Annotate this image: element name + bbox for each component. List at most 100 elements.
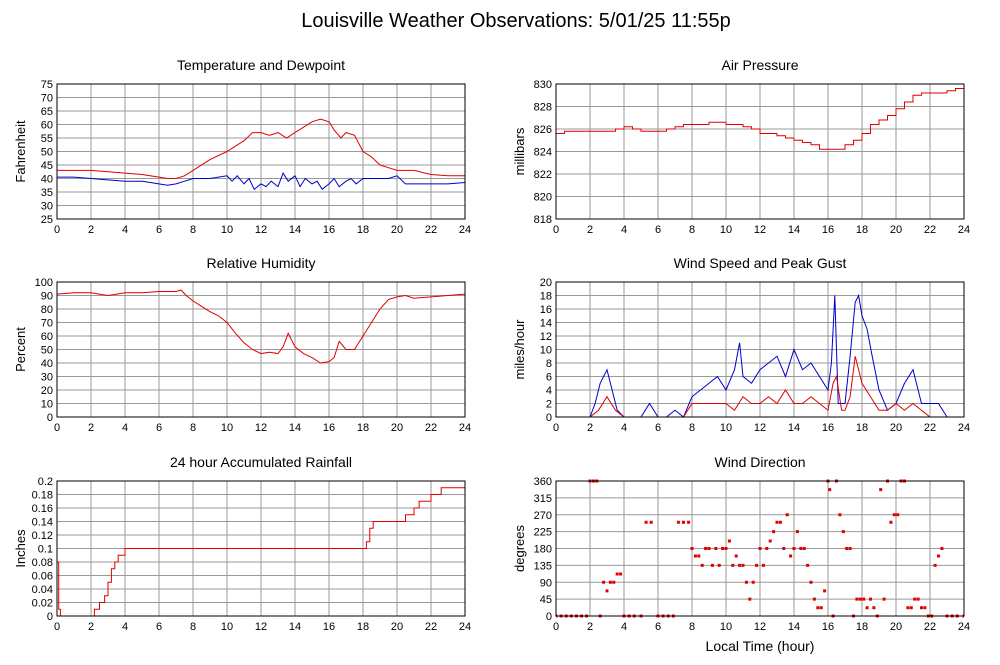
x-tick-label: 2: [587, 621, 593, 633]
chart-title: Air Pressure: [721, 57, 798, 73]
y-tick-label: 0.08: [32, 557, 53, 569]
data-point: [717, 563, 721, 567]
data-point: [704, 547, 708, 550]
y-tick-label: 0.18: [32, 490, 53, 502]
y-tick-label: 826: [534, 124, 552, 136]
y-tick-label: 20: [540, 277, 552, 289]
data-point: [855, 597, 859, 601]
x-tick-label: 16: [323, 224, 335, 236]
chart-title: Temperature and Dewpoint: [177, 57, 345, 73]
data-point: [858, 597, 862, 601]
x-tick-label: 6: [156, 422, 162, 434]
data-point: [649, 520, 653, 524]
x-tick-label: 22: [924, 422, 936, 434]
data-point: [819, 606, 823, 610]
data-point: [761, 563, 765, 567]
x-tick-label: 22: [425, 621, 437, 633]
y-tick-label: 70: [41, 93, 53, 105]
y-tick-label: 14: [540, 318, 552, 330]
page-title: Louisville Weather Observations: 5/01/25…: [301, 10, 731, 32]
data-point: [697, 554, 701, 558]
y-tick-label: 0.14: [32, 517, 53, 529]
x-tick-label: 14: [289, 224, 301, 236]
y-tick-label: 0.02: [32, 598, 53, 610]
data-point: [892, 513, 896, 517]
y-tick-label: 90: [41, 291, 53, 303]
y-tick-label: 180: [534, 544, 552, 556]
series-line-0: [556, 86, 964, 150]
x-tick-label: 4: [621, 224, 627, 236]
y-tick-label: 0: [47, 611, 53, 623]
data-point: [775, 520, 779, 524]
x-tick-label: 10: [221, 621, 233, 633]
y-axis-label: Percent: [13, 327, 28, 372]
data-point: [644, 520, 648, 524]
x-tick-label: 8: [190, 422, 196, 434]
y-axis-label: miles/hour: [512, 319, 527, 380]
y-tick-label: 4: [546, 385, 552, 397]
data-point: [933, 563, 937, 567]
y-tick-label: 50: [41, 147, 53, 159]
x-tick-label: 20: [890, 422, 902, 434]
x-tick-label: 0: [54, 224, 60, 236]
data-point: [748, 597, 752, 601]
data-point: [619, 572, 623, 576]
y-tick-label: 0.06: [32, 571, 53, 583]
series-line-0: [57, 487, 465, 617]
y-tick-label: 0: [47, 412, 53, 424]
data-point: [615, 572, 619, 576]
y-tick-label: 830: [534, 79, 552, 91]
x-tick-label: 24: [958, 224, 970, 236]
x-tick-label: 14: [788, 224, 800, 236]
data-point: [785, 513, 789, 517]
x-tick-label: 8: [689, 224, 695, 236]
data-point: [765, 547, 769, 550]
data-point: [721, 547, 725, 550]
y-tick-label: 0.12: [32, 530, 53, 542]
x-tick-label: 18: [357, 621, 369, 633]
x-tick-label: 4: [122, 224, 128, 236]
plot-frame: [56, 480, 466, 617]
x-tick-label: 6: [156, 224, 162, 236]
data-point: [923, 606, 927, 610]
x-tick-label: 10: [720, 621, 732, 633]
data-point: [838, 513, 842, 517]
data-point: [882, 597, 886, 601]
y-tick-label: 90: [540, 577, 552, 589]
x-tick-label: 22: [425, 422, 437, 434]
y-tick-label: 60: [41, 331, 53, 343]
y-tick-label: 0.2: [38, 476, 53, 488]
x-tick-label: 4: [621, 621, 627, 633]
x-tick-label: 6: [156, 621, 162, 633]
series-group: [57, 289, 465, 364]
y-tick-label: 820: [534, 192, 552, 204]
series-group: [57, 487, 465, 617]
data-point: [741, 563, 745, 567]
data-point: [724, 547, 728, 550]
x-tick-label: 12: [754, 224, 766, 236]
y-tick-label: 315: [534, 493, 552, 505]
data-point: [744, 580, 748, 584]
x-tick-label: 8: [689, 621, 695, 633]
x-tick-label: 22: [924, 621, 936, 633]
y-tick-label: 0.16: [32, 503, 53, 515]
x-tick-label: 4: [621, 422, 627, 434]
y-tick-label: 360: [534, 476, 552, 488]
y-tick-label: 55: [41, 133, 53, 145]
x-tick-label: 14: [788, 422, 800, 434]
y-tick-label: 0: [546, 412, 552, 424]
x-tick-label: 16: [822, 224, 834, 236]
y-tick-label: 225: [534, 527, 552, 539]
y-tick-label: 12: [540, 331, 552, 343]
x-tick-label: 10: [221, 224, 233, 236]
data-point: [608, 580, 612, 584]
plot-frame: [555, 281, 965, 418]
data-point: [889, 520, 893, 524]
x-tick-label: 24: [958, 422, 970, 434]
data-point: [879, 488, 883, 492]
data-point: [916, 597, 920, 601]
x-axis-label: Local Time (hour): [706, 638, 815, 654]
